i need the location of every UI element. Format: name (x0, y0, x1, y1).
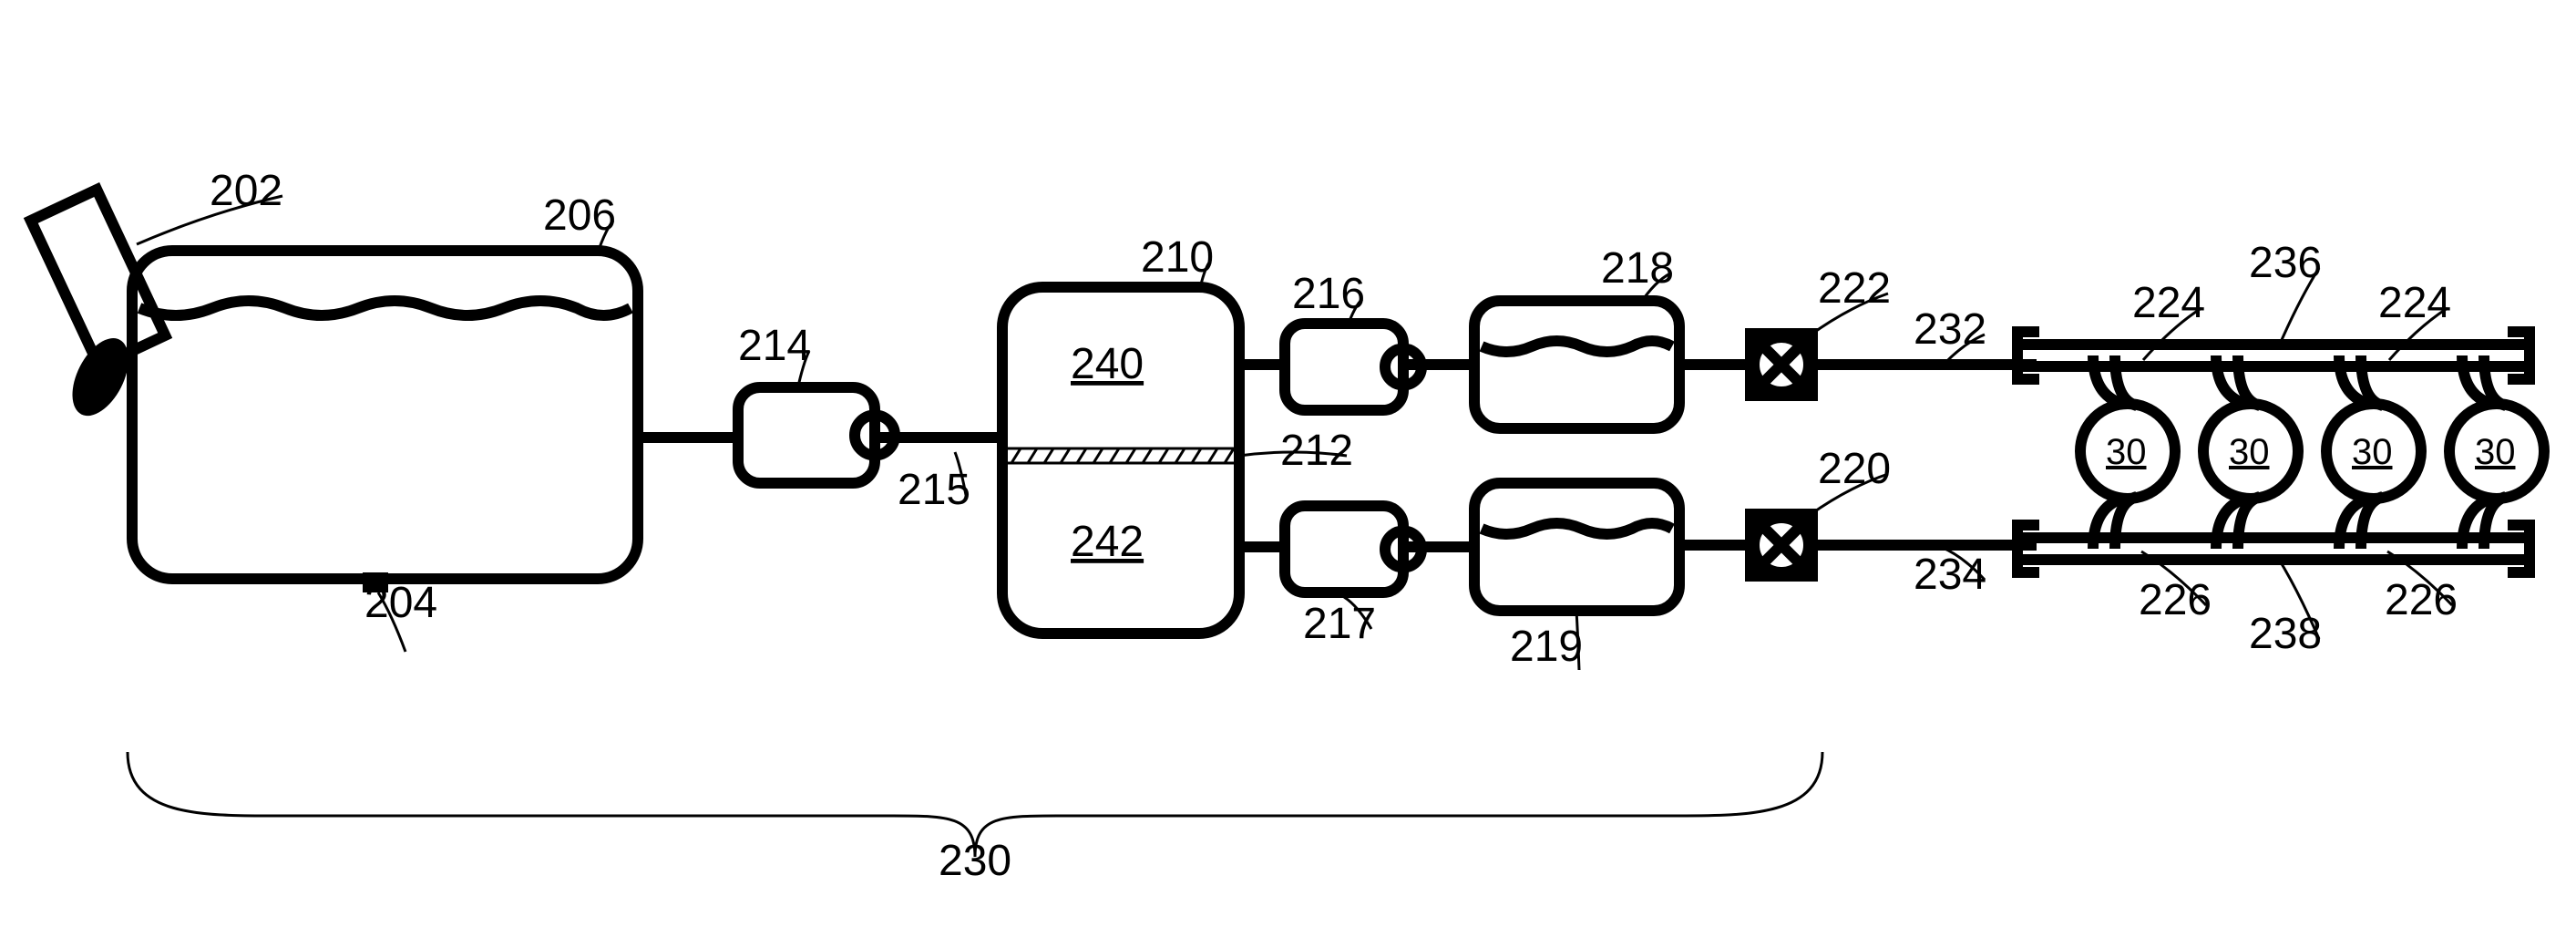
label-219-12: 219 (1510, 623, 1583, 671)
reservoir-bot-liquid (1482, 523, 1672, 534)
label-202-0: 202 (210, 167, 282, 215)
separator-bot-label: 242 (1071, 518, 1144, 566)
label-222-13: 222 (1818, 264, 1891, 313)
label-214-3: 214 (738, 322, 811, 370)
reservoir-top-liquid (1482, 341, 1672, 352)
label-217-10: 217 (1303, 600, 1376, 648)
label-220-14: 220 (1818, 445, 1891, 493)
label-234-16: 234 (1914, 551, 1986, 599)
separator-top-label: 240 (1071, 340, 1144, 388)
label-224-18: 224 (2378, 279, 2451, 327)
label-232-15: 232 (1914, 305, 1986, 354)
cylinder-label-1: 30 (2229, 432, 2270, 472)
label-204-2: 204 (364, 579, 437, 627)
label-215-4: 215 (898, 466, 970, 514)
cylinder-label-0: 30 (2106, 432, 2147, 472)
cylinder-label-3: 30 (2475, 432, 2516, 472)
label-212-6: 212 (1280, 427, 1353, 475)
filler-neck (31, 190, 165, 366)
label-218-11: 218 (1601, 244, 1674, 293)
cylinder-label-2: 30 (2352, 432, 2393, 472)
brace-label: 230 (939, 837, 1011, 885)
tank-liquid (139, 301, 631, 315)
label-224-17: 224 (2132, 279, 2205, 327)
label-238-22: 238 (2249, 610, 2322, 658)
